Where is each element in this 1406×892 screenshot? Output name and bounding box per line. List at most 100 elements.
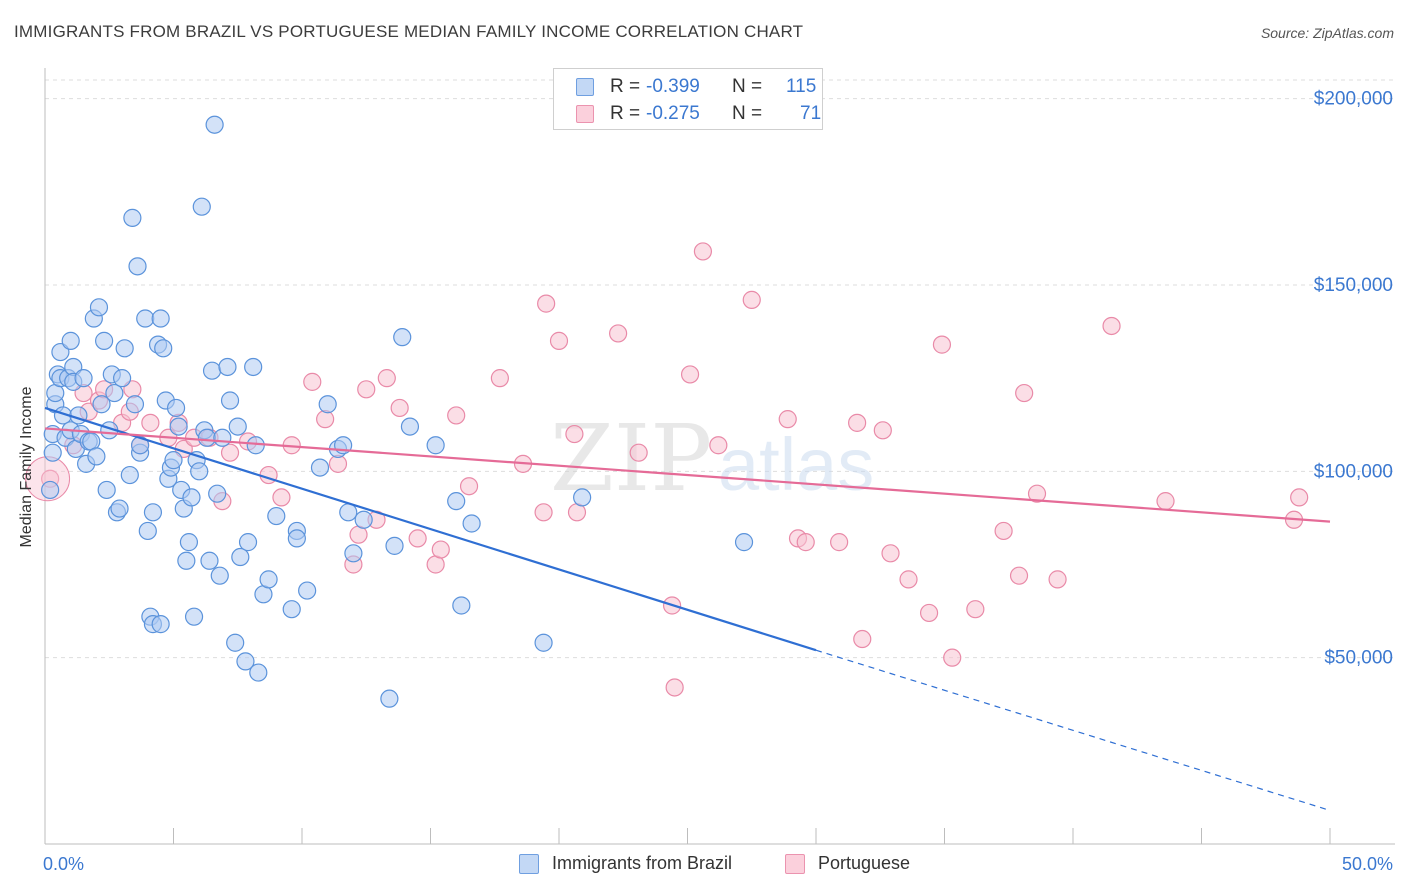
brazil-point [573,488,592,507]
portuguese-point [357,380,376,399]
brazil-point [179,533,199,552]
brazil-point [249,663,268,682]
portuguese-point [316,410,335,429]
portuguese-point [848,413,867,432]
brazil-point [282,600,301,619]
r-label: R = [610,76,641,97]
brazil-point [61,331,80,350]
brazil-point [43,443,62,462]
y-tick-label: $50,000 [1324,648,1393,669]
portuguese-point [549,331,569,350]
brazil-point [344,544,363,563]
portuguese-point [830,533,849,552]
source-label: Source: ZipAtlas.com [1260,25,1394,41]
portuguese-point [565,424,584,444]
brazil-point [41,480,60,500]
brazil-point [400,417,420,436]
brazil-point [228,417,247,436]
portuguese-point [742,290,761,309]
brazil-point [213,428,232,447]
chart-title: IMMIGRANTS FROM BRAZIL VS PORTUGUESE MED… [14,22,804,41]
portuguese-point [390,398,409,418]
brazil-point [226,633,245,652]
portuguese-point [459,477,479,496]
brazil-point [105,383,124,403]
portuguese-point [609,324,628,343]
brazil-point [462,514,481,533]
brazil-swatch [519,854,539,874]
brazil-point [244,357,263,377]
brazil-point [734,533,754,552]
brazil-point [210,566,229,585]
y-tick-label: $200,000 [1314,89,1393,110]
brazil-point [143,503,163,522]
portuguese-point [1102,316,1121,336]
brazil-point [310,458,330,477]
brazil-swatch [576,78,594,96]
brazil-point [318,395,337,414]
brazil-point [151,615,170,634]
portuguese-point [680,365,700,384]
brazil-point [89,298,109,317]
portuguese-point [665,678,684,697]
y-axis-label: Median Family Income [18,386,35,548]
brazil-point [452,596,471,615]
portuguese-point [220,443,240,462]
brazil-point [97,480,116,500]
portuguese-swatch [785,854,805,874]
portuguese-point [899,570,918,589]
portuguese-point [1048,570,1067,589]
brazil-point [120,465,139,485]
trend-lines [44,406,1331,812]
brazil-point [136,309,155,328]
portuguese-trend-line [44,427,1331,523]
brazil-point [339,503,358,522]
portuguese-point [932,335,952,354]
portuguese-point [881,544,900,563]
portuguese-point [693,242,713,261]
brazil-point [123,208,142,227]
brazil-point [95,331,114,350]
portuguese-point [966,600,985,619]
brazil-point [192,197,211,216]
portuguese-point [873,421,892,440]
watermark-atlas: atlas [718,423,874,506]
brazil-point [166,398,186,418]
portuguese-point [853,629,872,649]
brazil-point [190,462,209,481]
r-label: R = [610,103,641,124]
portuguese-point [303,372,322,391]
r-value: -0.275 [646,103,700,124]
portuguese-point [994,521,1013,541]
portuguese-point [431,540,450,559]
brazil-point [115,339,134,358]
brazil-point [218,357,237,377]
brazil-point [200,551,219,570]
brazil-point [51,342,70,362]
r-value: -0.399 [646,76,700,97]
portuguese-point [408,529,427,548]
tick-labels: $50,000 $100,000 $150,000 $200,000 0.0% 50.0% [43,89,1393,874]
portuguese-point [272,488,291,507]
n-value: 71 [800,103,822,124]
brazil-point [112,369,132,388]
brazil-point [154,339,173,358]
brazil-point [128,257,147,276]
brazil-point [205,115,224,134]
brazil-point [110,499,129,518]
correlation-legend: R = -0.399 N = 115 R = -0.275 N = 71 [553,68,823,130]
portuguese-point [447,406,466,425]
brazil-trend-line [44,406,817,652]
x-tick-label: 50.0% [1342,854,1393,874]
portuguese-point [943,648,962,667]
portuguese-point [1015,383,1034,403]
brazil-point [220,391,240,410]
brazil-point [164,451,183,470]
n-label: N = [732,103,763,124]
brazil-point [236,652,255,671]
y-tick-label: $100,000 [1314,461,1393,482]
brazil-point [74,369,93,388]
brazil-point [267,506,286,526]
brazil-point [259,570,278,589]
